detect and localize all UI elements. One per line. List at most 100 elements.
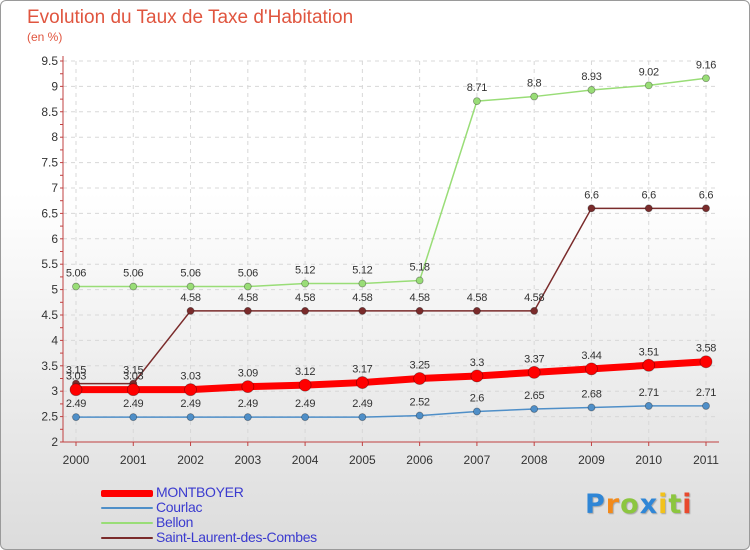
data-label: 3.03 [123, 371, 143, 383]
data-label: 2.65 [524, 390, 544, 402]
proxiti-logo: Proxiti [585, 489, 693, 520]
data-label: 6.6 [642, 189, 657, 201]
data-label: 4.58 [410, 292, 430, 304]
data-label: 6.6 [699, 189, 714, 201]
data-point [587, 204, 596, 213]
logo-letter: i [658, 489, 669, 520]
data-point [126, 383, 140, 397]
logo-letter: o [620, 489, 640, 520]
data-point [129, 413, 138, 422]
y-tick-label: 5.5 [41, 257, 58, 271]
data-point [186, 413, 195, 422]
data-point [415, 276, 424, 285]
data-point [470, 369, 484, 383]
y-tick-label: 6.5 [41, 206, 58, 220]
data-label: 2.49 [295, 398, 315, 410]
data-label: 2.49 [180, 398, 200, 410]
data-point [72, 282, 80, 291]
y-tick-label: 5 [51, 283, 58, 297]
data-label: 9.16 [696, 59, 716, 71]
legend-label: Saint-Laurent-des-Combes [156, 529, 317, 545]
data-label: 3.15 [123, 365, 143, 377]
data-label: 2.71 [639, 387, 659, 399]
y-tick-label: 4.5 [41, 308, 58, 322]
data-point [241, 380, 255, 394]
logo-letter: t [668, 489, 683, 520]
legend-swatch [101, 537, 153, 539]
chart-title: Evolution du Taux de Taxe d'Habitation [27, 7, 354, 28]
data-point [298, 378, 312, 392]
data-point [530, 92, 539, 101]
x-tick-label: 2004 [292, 453, 319, 467]
y-tick-label: 3.5 [41, 359, 58, 373]
data-label: 5.06 [238, 268, 258, 280]
legend-label: MONTBOYER [156, 484, 244, 500]
data-label: 6.6 [584, 189, 599, 201]
data-label: 4.58 [180, 292, 200, 304]
logo-letter: x [639, 489, 659, 520]
data-point [530, 307, 539, 315]
logo-letter: P [585, 489, 606, 520]
data-label: 2.52 [410, 397, 430, 409]
data-label: 8.8 [527, 78, 542, 90]
data-point [301, 279, 309, 288]
data-label: 4.58 [524, 292, 544, 304]
data-point [527, 366, 541, 379]
logo-letter: r [605, 489, 621, 520]
chart-subtitle: (en %) [27, 30, 63, 44]
legend-label: Bellon [156, 514, 194, 530]
data-label: 2.49 [238, 398, 258, 410]
data-label: 2.6 [470, 393, 485, 405]
data-point [644, 81, 653, 90]
data-point [642, 358, 656, 372]
data-point [358, 307, 367, 315]
data-point [585, 362, 598, 376]
data-point [301, 307, 309, 315]
series-line-0 [72, 358, 710, 394]
data-label: 3.03 [180, 371, 200, 383]
logo-letter: i [682, 489, 693, 520]
data-point [702, 402, 710, 410]
data-point [699, 355, 713, 369]
y-tick-label: 9 [51, 79, 58, 93]
data-label: 5.12 [295, 265, 315, 277]
x-tick-label: 2005 [349, 453, 376, 467]
x-tick-label: 2009 [578, 453, 605, 467]
data-label: 2.49 [123, 398, 143, 410]
y-tick-label: 7 [51, 181, 58, 195]
data-label: 5.18 [410, 261, 430, 273]
legend-label: Courlac [156, 499, 203, 515]
data-point [186, 282, 195, 291]
data-point [243, 282, 252, 291]
x-tick-label: 2001 [120, 453, 147, 467]
data-point [413, 372, 427, 385]
y-tick-label: 4 [51, 333, 58, 347]
y-tick-label: 6 [51, 232, 58, 246]
data-label: 5.06 [180, 268, 200, 280]
y-tick-label: 9.5 [41, 54, 58, 68]
data-label: 5.06 [123, 268, 143, 280]
series-line-3 [75, 207, 707, 385]
data-label: 3.44 [581, 350, 601, 362]
series-layer [69, 74, 713, 422]
data-point [473, 307, 481, 315]
data-point [72, 413, 80, 422]
data-point [243, 413, 252, 422]
data-label: 3.09 [238, 368, 258, 380]
data-label: 2.49 [66, 398, 86, 410]
data-point [587, 403, 596, 412]
grid-layer [63, 60, 719, 443]
data-label: 4.58 [238, 292, 258, 304]
series-line-1 [75, 405, 707, 418]
data-point [702, 204, 710, 213]
data-label: 8.71 [467, 82, 487, 94]
data-label: 4.58 [467, 292, 487, 304]
x-tick-label: 2006 [406, 453, 433, 467]
data-point [415, 307, 424, 315]
data-label: 4.58 [352, 292, 372, 304]
data-point [473, 407, 481, 416]
series-line-2 [75, 77, 707, 288]
y-tick-label: 8.5 [41, 105, 58, 119]
